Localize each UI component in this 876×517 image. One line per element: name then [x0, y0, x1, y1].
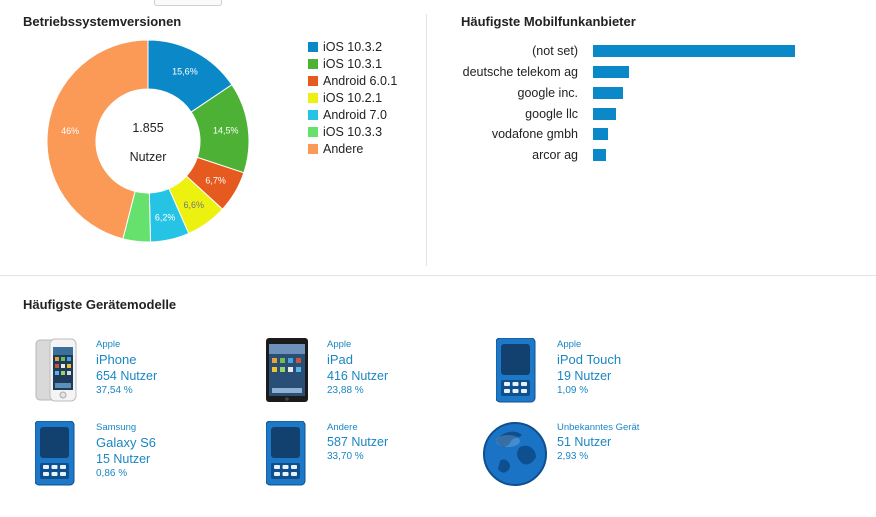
donut-unit: Nutzer — [45, 150, 251, 164]
legend-label: iOS 10.3.2 — [323, 40, 382, 54]
iphone-icon — [35, 338, 85, 408]
carrier-bar — [593, 128, 608, 140]
carrier-label: google llc — [525, 107, 578, 121]
carrier-label: vodafone gmbh — [492, 127, 578, 141]
device-card-ipad[interactable]: Apple iPad 416 Nutzer 23,88 % — [266, 338, 486, 408]
generic-phone-icon — [35, 421, 85, 491]
device-brand: Apple — [327, 338, 388, 351]
device-card-ipod-touch[interactable]: Apple iPod Touch 19 Nutzer 1,09 % — [496, 338, 716, 408]
device-users: 15 Nutzer — [96, 451, 156, 467]
carrier-label: arcor ag — [532, 148, 578, 162]
device-model[interactable]: iPhone — [96, 351, 157, 368]
device-text: Apple iPod Touch 19 Nutzer 1,09 % — [557, 338, 621, 398]
device-percent: 0,86 % — [96, 467, 156, 481]
legend-swatch — [308, 59, 318, 69]
legend-swatch — [308, 110, 318, 120]
device-text: Samsung Galaxy S6 15 Nutzer 0,86 % — [96, 421, 156, 481]
ipad-icon — [266, 338, 316, 408]
carrier-section-title: Häufigste Mobilfunkanbieter — [461, 14, 636, 29]
carrier-row[interactable]: deutsche telekom ag — [440, 63, 860, 83]
legend-item-ios-10-3-3[interactable]: iOS 10.3.3 — [308, 123, 397, 140]
device-card-iphone[interactable]: Apple iPhone 654 Nutzer 37,54 % — [35, 338, 255, 408]
legend-swatch — [308, 76, 318, 86]
legend-item-ios-10-3-1[interactable]: iOS 10.3.1 — [308, 55, 397, 72]
carrier-bar — [593, 108, 616, 120]
generic-phone-icon — [496, 338, 546, 408]
donut-center: 1.855 Nutzer — [45, 38, 251, 244]
device-model[interactable]: Galaxy S6 — [96, 434, 156, 451]
os-legend: iOS 10.3.2 iOS 10.3.1 Android 6.0.1 iOS … — [308, 38, 397, 157]
device-percent: 37,54 % — [96, 384, 157, 398]
legend-label: iOS 10.3.3 — [323, 125, 382, 139]
legend-item-ios-10-2-1[interactable]: iOS 10.2.1 — [308, 89, 397, 106]
device-model[interactable]: iPad — [327, 351, 388, 368]
device-brand: Apple — [96, 338, 157, 351]
device-text: Apple iPad 416 Nutzer 23,88 % — [327, 338, 388, 398]
device-brand: Unbekanntes Gerät — [557, 421, 639, 434]
device-users: 654 Nutzer — [96, 368, 157, 384]
legend-item-andere[interactable]: Andere — [308, 140, 397, 157]
vertical-divider — [426, 14, 427, 266]
device-users: 416 Nutzer — [327, 368, 388, 384]
device-percent: 23,88 % — [327, 384, 388, 398]
carrier-label: google inc. — [518, 86, 578, 100]
carrier-row[interactable]: google llc — [440, 105, 860, 125]
legend-label: iOS 10.3.1 — [323, 57, 382, 71]
device-model[interactable]: iPod Touch — [557, 351, 621, 368]
device-brand: Andere — [327, 421, 388, 434]
devices-section-title: Häufigste Gerätemodelle — [23, 297, 176, 312]
carrier-row[interactable]: google inc. — [440, 84, 860, 104]
device-text: Apple iPhone 654 Nutzer 37,54 % — [96, 338, 157, 398]
legend-swatch — [308, 144, 318, 154]
device-brand: Apple — [557, 338, 621, 351]
top-tab[interactable] — [154, 0, 222, 6]
device-text: Unbekanntes Gerät 51 Nutzer 2,93 % — [557, 421, 639, 464]
carrier-row[interactable]: vodafone gmbh — [440, 125, 860, 145]
device-percent: 2,93 % — [557, 450, 639, 464]
horizontal-divider — [0, 275, 876, 276]
os-donut-chart: 15,6% 14,5% 6,7% 6,6% 6,2% 46% 1.855 Nutzer — [45, 38, 251, 244]
device-brand: Samsung — [96, 421, 156, 434]
device-text: Andere 587 Nutzer 33,70 % — [327, 421, 388, 464]
carrier-row[interactable]: arcor ag — [440, 146, 860, 166]
donut-total: 1.855 — [45, 121, 251, 135]
generic-phone-icon — [266, 421, 316, 491]
device-percent: 1,09 % — [557, 384, 621, 398]
legend-label: Andere — [323, 142, 363, 156]
device-users[interactable]: 587 Nutzer — [327, 434, 388, 450]
os-section-title: Betriebssystemversionen — [23, 14, 181, 29]
device-users: 19 Nutzer — [557, 368, 621, 384]
carrier-bar — [593, 45, 795, 57]
device-card-andere[interactable]: Andere 587 Nutzer 33,70 % — [266, 421, 486, 491]
carrier-bar — [593, 149, 606, 161]
legend-label: Android 6.0.1 — [323, 74, 397, 88]
legend-swatch — [308, 42, 318, 52]
legend-swatch — [308, 127, 318, 137]
legend-label: Android 7.0 — [323, 108, 387, 122]
carrier-bar — [593, 87, 623, 99]
carrier-label: (not set) — [532, 44, 578, 58]
carrier-row[interactable]: (not set) — [440, 42, 860, 62]
legend-item-android-6-0-1[interactable]: Android 6.0.1 — [308, 72, 397, 89]
legend-swatch — [308, 93, 318, 103]
device-users[interactable]: 51 Nutzer — [557, 434, 639, 450]
legend-item-android-7-0[interactable]: Android 7.0 — [308, 106, 397, 123]
device-percent: 33,70 % — [327, 450, 388, 464]
globe-icon — [482, 421, 548, 491]
device-card-unknown[interactable]: Unbekanntes Gerät 51 Nutzer 2,93 % — [482, 421, 702, 491]
carrier-label: deutsche telekom ag — [463, 65, 578, 79]
legend-item-ios-10-3-2[interactable]: iOS 10.3.2 — [308, 38, 397, 55]
carrier-bar — [593, 66, 629, 78]
device-card-galaxy-s6[interactable]: Samsung Galaxy S6 15 Nutzer 0,86 % — [35, 421, 255, 491]
legend-label: iOS 10.2.1 — [323, 91, 382, 105]
